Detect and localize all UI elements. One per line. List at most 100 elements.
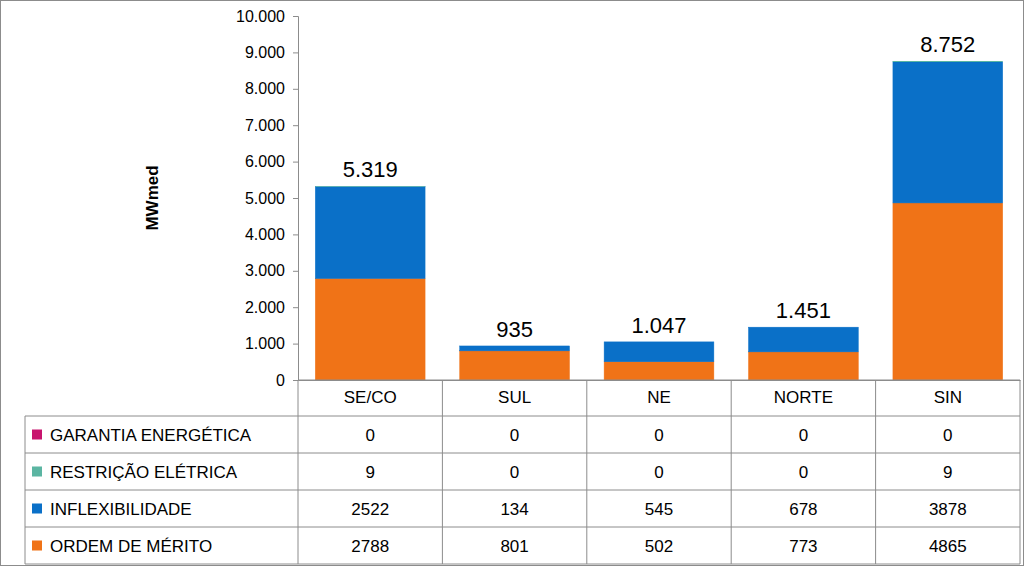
y-tick-mark	[293, 198, 298, 199]
total-label: 1.451	[776, 298, 831, 323]
y-tick-label: 2.000	[245, 299, 285, 316]
bar-segment	[315, 186, 425, 187]
y-tick-label: 4.000	[245, 226, 285, 243]
table-value: 3878	[929, 500, 967, 519]
table-rule	[25, 416, 1020, 417]
bar-segment	[604, 362, 714, 380]
x-tick: NORTE	[774, 380, 833, 407]
y-tick-label: 0	[276, 372, 285, 389]
total-label: 1.047	[631, 313, 686, 338]
y-axis: 01.0002.0003.0004.0005.0006.0007.0008.00…	[236, 8, 298, 389]
table-value: 801	[500, 537, 528, 556]
bars	[315, 61, 1002, 380]
legend-label: GARANTIA ENERGÉTICA	[50, 426, 252, 445]
data-table: GARANTIA ENERGÉTICA 0 0 0 0 0 RESTRIÇÃO ELÉTRI…	[25, 380, 1020, 564]
legend-label: ORDEM DE MÉRITO	[50, 537, 212, 556]
y-tick-mark	[293, 380, 298, 381]
table-value: 4865	[929, 537, 967, 556]
bar-segment	[460, 351, 570, 380]
y-tick-mark	[293, 89, 298, 90]
x-tick-label: SUL	[498, 388, 531, 407]
y-tick-mark	[293, 16, 298, 17]
legend-label: RESTRIÇÃO ELÉTRICA	[50, 463, 238, 482]
y-tick: 6.000	[245, 153, 298, 170]
table-value: 9	[365, 463, 374, 482]
bar-segment	[315, 187, 425, 279]
y-axis-line	[293, 17, 299, 381]
bar-segment	[315, 186, 425, 187]
x-tick: SIN	[934, 380, 962, 407]
x-axis: SE/CO SUL NE NORTE SIN	[299, 380, 1021, 407]
table-value: 678	[789, 500, 817, 519]
bar-segment	[893, 61, 1003, 62]
table-value: 502	[645, 537, 673, 556]
y-axis-title: MWmed	[143, 165, 162, 230]
y-tick-mark	[293, 52, 298, 53]
y-tick-label: 1.000	[245, 335, 285, 352]
bar-segment	[604, 341, 714, 342]
table-rule	[731, 380, 732, 564]
table-rule	[442, 380, 443, 564]
frame	[1, 1, 1024, 566]
table-rule	[25, 564, 1020, 565]
bar-segment	[604, 341, 714, 342]
legend-label: INFLEXIBILIDADE	[50, 500, 192, 519]
y-tick-mark	[293, 307, 298, 308]
total-label: 935	[496, 317, 533, 342]
x-tick-label: SE/CO	[344, 388, 397, 407]
table-value: 0	[365, 426, 374, 445]
y-tick-label: 7.000	[245, 117, 285, 134]
table-value: 0	[654, 463, 663, 482]
table-value: 0	[799, 426, 808, 445]
y-tick-mark	[293, 125, 298, 126]
y-tick: 1.000	[245, 335, 298, 352]
table-rule	[25, 527, 1020, 528]
table-rule	[25, 490, 1020, 491]
bar-segment	[893, 62, 1003, 203]
y-tick-label: 9.000	[245, 44, 285, 61]
y-tick-mark	[293, 271, 298, 272]
series	[315, 62, 1002, 362]
table-rule	[875, 380, 876, 564]
series	[315, 61, 1002, 186]
table-value: 773	[789, 537, 817, 556]
x-tick: SUL	[498, 380, 531, 407]
y-tick-mark	[293, 344, 298, 345]
table-value: 134	[500, 500, 528, 519]
y-tick-label: 10.000	[236, 8, 285, 25]
bar-segment	[749, 327, 859, 328]
legend-swatch	[32, 430, 42, 440]
y-tick: 9.000	[245, 44, 298, 61]
x-tick-label: NORTE	[774, 388, 833, 407]
table-value: 0	[943, 426, 952, 445]
table-value: 0	[799, 463, 808, 482]
bar-segment	[749, 352, 859, 380]
legend-swatch	[32, 504, 42, 514]
bar-segment	[749, 327, 859, 352]
y-tick: 7.000	[245, 117, 298, 134]
bar-segment	[749, 327, 859, 328]
table-rule	[25, 416, 26, 564]
y-tick-label: 3.000	[245, 262, 285, 279]
table-rule	[298, 380, 299, 564]
chart: 01.0002.0003.0004.0005.0006.0007.0008.00…	[0, 0, 1024, 566]
y-tick-label: 8.000	[245, 80, 285, 97]
table-value: 545	[645, 500, 673, 519]
y-tick: 2.000	[245, 299, 298, 316]
bar-segment	[893, 203, 1003, 380]
legend-swatch	[32, 467, 42, 477]
x-tick-label: SIN	[934, 388, 962, 407]
table-rule	[298, 380, 1020, 381]
legend-swatch	[32, 541, 42, 551]
total-label: 5.319	[343, 157, 398, 182]
y-tick: 0	[276, 372, 298, 389]
y-tick-mark	[293, 234, 298, 235]
bar-segment	[893, 61, 1003, 62]
x-axis-line	[299, 380, 1021, 381]
x-tick: NE	[647, 380, 671, 407]
table-value: 2522	[351, 500, 389, 519]
y-tick-mark	[293, 162, 298, 163]
bar-segment	[460, 345, 570, 346]
y-tick: 4.000	[245, 226, 298, 243]
bar-segment	[460, 346, 570, 351]
